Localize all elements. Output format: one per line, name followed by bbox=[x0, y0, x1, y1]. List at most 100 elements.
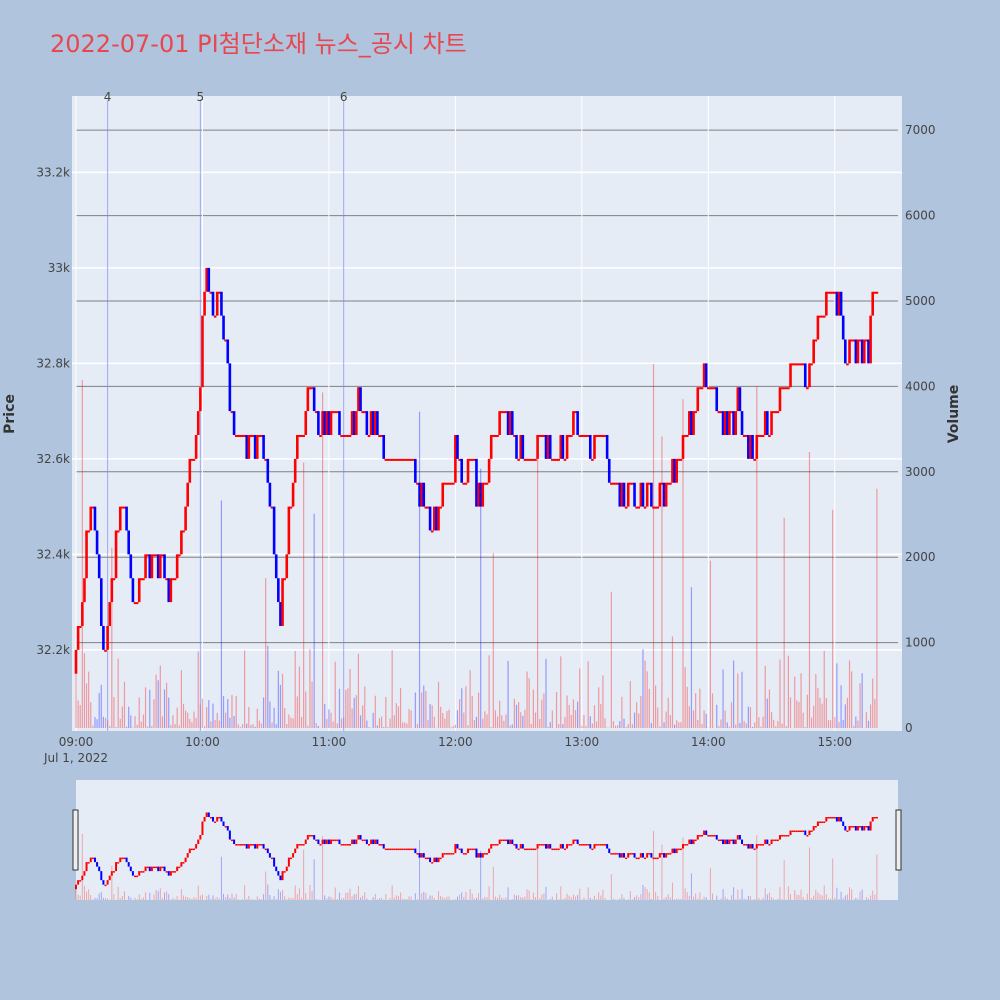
candle bbox=[401, 458, 404, 461]
slider-volume-bar bbox=[663, 898, 665, 900]
volume-bar bbox=[296, 696, 298, 728]
slider-volume-bar bbox=[773, 898, 775, 900]
candle bbox=[399, 458, 402, 461]
candle bbox=[479, 482, 482, 507]
volume-bar bbox=[454, 724, 456, 728]
slider-candle bbox=[483, 853, 486, 855]
slider-candle bbox=[359, 835, 362, 840]
volume-bar bbox=[281, 673, 284, 728]
candle bbox=[346, 434, 350, 437]
slider-volume-bar bbox=[612, 898, 614, 900]
slider-candle bbox=[760, 844, 762, 846]
slider-candle bbox=[559, 844, 562, 849]
slider-volume-bar bbox=[577, 894, 579, 900]
candle bbox=[677, 458, 681, 461]
range-slider-right-handle[interactable] bbox=[895, 809, 902, 871]
slider-candle bbox=[648, 853, 651, 855]
slider-volume-bar bbox=[629, 891, 631, 900]
candle bbox=[839, 291, 843, 316]
volume-bar bbox=[735, 724, 737, 728]
slider-volume-bar bbox=[298, 888, 300, 900]
slider-candle bbox=[382, 844, 385, 849]
candle bbox=[161, 554, 164, 557]
volume-bar bbox=[463, 712, 465, 728]
volume-bar bbox=[657, 707, 659, 728]
candle bbox=[755, 434, 759, 459]
slider-volume-bar bbox=[579, 888, 581, 900]
slider-candle bbox=[599, 844, 602, 846]
slider-volume-bar bbox=[414, 893, 416, 900]
candle bbox=[102, 625, 105, 650]
slider-candle bbox=[840, 816, 843, 822]
slider-volume-bar bbox=[872, 890, 874, 900]
volume-bar bbox=[425, 690, 427, 728]
volume-bar bbox=[254, 726, 256, 728]
volume-tick-label: 1000 bbox=[905, 636, 936, 650]
volume-bar bbox=[467, 725, 469, 728]
slider-volume-bar bbox=[88, 889, 90, 900]
slider-volume-bar bbox=[355, 893, 357, 900]
candle bbox=[525, 458, 529, 461]
volume-bar bbox=[619, 721, 621, 728]
candle bbox=[175, 554, 179, 579]
slider-candle bbox=[700, 835, 703, 837]
candle bbox=[529, 458, 533, 461]
slider-volume-bar bbox=[787, 886, 789, 900]
slider-candle bbox=[831, 816, 834, 819]
candle bbox=[348, 434, 352, 437]
volume-bar bbox=[555, 691, 558, 728]
slider-volume-bar bbox=[513, 894, 515, 900]
candle bbox=[363, 411, 367, 414]
volume-bar bbox=[804, 727, 806, 728]
volume-bar bbox=[711, 693, 714, 728]
candle bbox=[666, 482, 670, 485]
volume-bar bbox=[119, 718, 121, 728]
slider-volume-bar bbox=[423, 891, 425, 900]
volume-bar bbox=[357, 653, 360, 728]
candle bbox=[319, 434, 322, 437]
candle bbox=[355, 411, 358, 435]
candle bbox=[519, 434, 523, 459]
volume-bar bbox=[111, 547, 113, 728]
candle bbox=[264, 458, 267, 461]
slider-candle bbox=[557, 848, 560, 851]
slider-candle bbox=[174, 871, 177, 873]
volume-bar bbox=[492, 553, 494, 728]
candle bbox=[808, 363, 811, 388]
slider-candle bbox=[835, 816, 838, 822]
slider-candle bbox=[317, 839, 320, 845]
slider-volume-bar bbox=[419, 839, 421, 900]
candle bbox=[78, 625, 82, 628]
volume-bar bbox=[505, 714, 507, 728]
volume-bar bbox=[848, 660, 851, 728]
candle bbox=[835, 291, 839, 316]
slider-candle bbox=[203, 816, 206, 822]
slider-volume-bar bbox=[225, 897, 227, 900]
slider-candle bbox=[363, 839, 366, 842]
volume-bar bbox=[279, 684, 282, 728]
candle bbox=[481, 482, 485, 507]
candle bbox=[188, 458, 192, 483]
slider-volume-bar bbox=[522, 897, 524, 900]
candle bbox=[643, 506, 647, 509]
slider-candle bbox=[188, 848, 191, 854]
slider-candle bbox=[464, 853, 467, 855]
slider-candle bbox=[361, 839, 364, 842]
volume-bar bbox=[558, 723, 560, 728]
slider-candle bbox=[252, 844, 255, 846]
volume-bar bbox=[340, 718, 343, 728]
slider-volume-bar bbox=[357, 885, 359, 900]
slider-candle bbox=[785, 835, 788, 837]
slider-candle bbox=[89, 857, 92, 863]
candle bbox=[243, 434, 246, 437]
volume-bar bbox=[532, 689, 534, 728]
candle bbox=[215, 291, 219, 316]
slider-candle bbox=[224, 826, 227, 828]
slider-candle bbox=[549, 844, 552, 849]
candle bbox=[325, 411, 329, 435]
candle bbox=[500, 411, 504, 414]
candle bbox=[867, 339, 870, 364]
slider-volume-bar bbox=[263, 894, 265, 900]
range-slider-left-handle[interactable] bbox=[72, 809, 79, 871]
candle bbox=[186, 482, 190, 507]
